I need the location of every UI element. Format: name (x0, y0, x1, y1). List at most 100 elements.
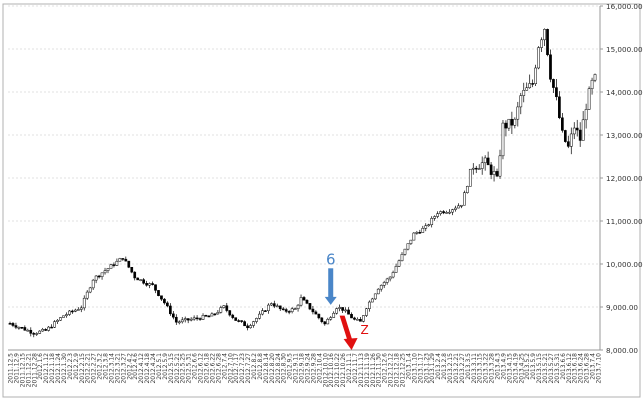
candle-body (26, 329, 30, 332)
y-tick-label: 16,000.00 (606, 2, 643, 11)
candle-body (88, 287, 92, 293)
candle-body (290, 308, 294, 312)
candle-body (341, 307, 344, 311)
candle-body (305, 299, 309, 304)
candle-body (495, 171, 499, 177)
candle-body (436, 213, 439, 217)
candle-body (154, 284, 157, 291)
x-tick-label: 2012.12.12 (388, 353, 395, 388)
candle-body (558, 96, 561, 119)
candle-body (174, 316, 178, 323)
y-tick-label: 15,000.00 (606, 45, 643, 54)
x-tick-label: 2012.5.21 (174, 353, 181, 384)
candle-body (216, 312, 220, 315)
x-tick-label: 2012.8.30 (281, 353, 288, 384)
candle-body (519, 95, 523, 108)
x-tick-label: 2012.11.7 (352, 353, 359, 384)
x-tick-label: 2013.6.28 (584, 353, 591, 384)
x-tick-label: 2013.6.6 (560, 353, 567, 380)
x-tick-label: 2012.1.12 (43, 353, 50, 384)
x-tick-label: 2012.2.21 (85, 353, 92, 384)
x-tick-label: 2012.9.24 (304, 353, 311, 384)
candle-body (329, 317, 333, 320)
x-tick-label: 2013.2.8 (441, 353, 448, 380)
candle-body (332, 312, 336, 318)
candle-body (471, 167, 475, 170)
candle-body (465, 186, 469, 193)
annotation-arrow-head (343, 338, 358, 350)
candle-body (261, 310, 264, 315)
x-tick-label: 2012.1.18 (49, 353, 56, 384)
candle-body (115, 260, 119, 266)
candle-body (100, 272, 104, 277)
candle-body (457, 205, 460, 209)
x-tick-label: 2012.6.28 (215, 353, 222, 384)
x-tick-label: 2013.2.21 (453, 353, 460, 384)
candle-body (302, 297, 306, 301)
candle-body (234, 317, 238, 321)
candle-body (252, 321, 255, 326)
candle-body (507, 118, 511, 129)
candle-body (145, 283, 148, 286)
candle-body (142, 279, 145, 284)
candle-body (584, 109, 588, 121)
x-tick-label: 2012.12.18 (394, 353, 401, 388)
candle-body (231, 314, 235, 318)
candle-body (412, 232, 416, 241)
candle-body (421, 228, 425, 233)
candle-body (287, 311, 291, 313)
candle-body (11, 323, 15, 326)
candle-body (433, 216, 437, 219)
candle-body (136, 277, 140, 281)
candle-body (82, 297, 86, 309)
x-tick-label: 2013.1.10 (411, 353, 418, 384)
x-tick-label: 2013.6.12 (566, 353, 573, 384)
candle-body (139, 279, 143, 281)
candle-body (308, 303, 312, 310)
x-tick-label: 2012.1.30 (61, 353, 68, 384)
candle-body (474, 167, 478, 170)
candle-body (504, 122, 508, 129)
candle-body (14, 325, 18, 328)
candle-body (486, 157, 490, 166)
x-tick-label: 2012.11.26 (370, 353, 377, 388)
candle-body (97, 275, 101, 278)
x-tick-label: 2012.11.30 (376, 353, 383, 388)
x-tick-label: 2013.6.24 (578, 353, 585, 384)
candle-body (552, 79, 555, 88)
candle-body (148, 283, 151, 286)
y-tick-label: 9,000.00 (606, 303, 638, 312)
candle-body (483, 157, 487, 164)
x-tick-label: 2012.11.19 (364, 353, 371, 388)
candle-body (35, 333, 39, 335)
x-tick-label: 2011.12.15 (19, 353, 26, 388)
candle-body (157, 290, 160, 296)
x-tick-label: 2013.1.17 (417, 353, 424, 384)
candle-body (489, 164, 493, 175)
x-tick-label: 2013.1.29 (429, 353, 436, 384)
candle-body (269, 303, 273, 306)
candle-body (516, 106, 520, 120)
candle-body (347, 309, 350, 315)
x-tick-label: 2013.3.22 (483, 353, 490, 384)
candle-body (23, 327, 27, 331)
x-tick-label: 2011.12.21 (25, 353, 32, 388)
candle-body (463, 192, 466, 206)
x-tick-label: 2012.2.3 (67, 353, 74, 380)
x-tick-label: 2013.1.23 (423, 353, 430, 384)
candle-body (180, 319, 184, 323)
candle-body (284, 309, 288, 312)
candle-body (103, 270, 107, 274)
candle-body (91, 279, 95, 289)
candle-body (222, 305, 226, 308)
candles (8, 28, 597, 338)
x-tick-label: 2012.6.22 (209, 353, 216, 384)
x-tick-label: 2012.11.1 (346, 353, 353, 384)
candle-body (163, 298, 166, 304)
x-tick-label: 2013.4.15 (506, 353, 513, 384)
candle-body (566, 141, 570, 147)
candle-body (575, 127, 579, 131)
candle-body (376, 288, 380, 295)
candle-body (207, 315, 211, 318)
candle-body (160, 295, 163, 300)
